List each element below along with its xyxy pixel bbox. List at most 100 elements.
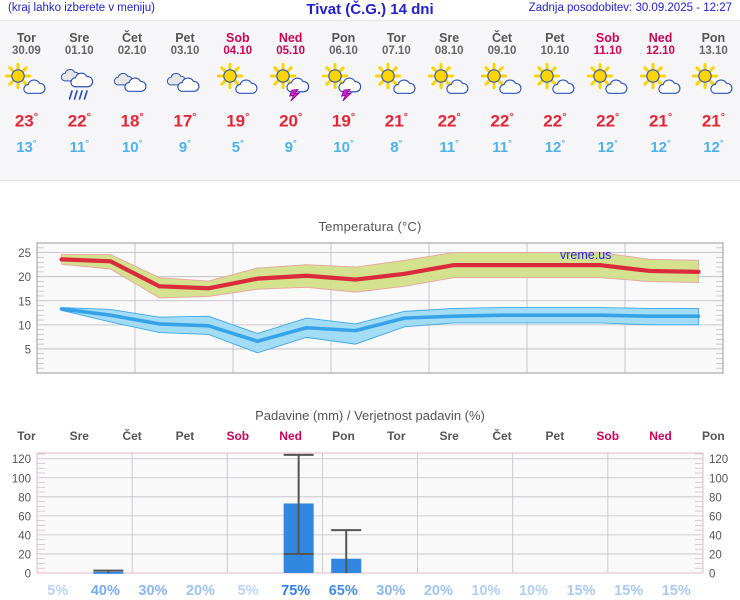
min-temperature-value: 11° bbox=[492, 133, 512, 158]
day-of-week-label: Tor bbox=[386, 31, 406, 45]
degree-symbol: ° bbox=[138, 137, 143, 148]
day-of-week-label: Pet bbox=[545, 31, 565, 45]
precipitation-probability-label: 20% bbox=[186, 583, 215, 599]
forecast-day-column[interactable]: Pon 13.10 21° 12° bbox=[687, 21, 740, 180]
degree-symbol: ° bbox=[86, 111, 91, 123]
cloud-rain-icon bbox=[56, 62, 102, 102]
min-temperature-value: 12° bbox=[650, 133, 670, 158]
max-temperature-value: 23° bbox=[15, 106, 38, 133]
day-of-week-label: Sob bbox=[225, 31, 250, 45]
temperature-y-axis-tick: 5 bbox=[25, 344, 31, 356]
max-temperature-value: 22° bbox=[438, 106, 461, 133]
precipitation-probability-label: 5% bbox=[47, 583, 68, 599]
precipitation-error-bar bbox=[331, 529, 362, 573]
degree-symbol: ° bbox=[349, 137, 354, 148]
max-temperature-number: 21 bbox=[648, 111, 668, 131]
precipitation-y-axis-tick: 0 bbox=[25, 569, 31, 581]
precipitation-y-axis-tick: 80 bbox=[709, 492, 722, 504]
forecast-day-column[interactable]: Sre 01.10 22° 11° bbox=[53, 21, 106, 180]
temperature-plot: 5 10 15 20 25 vreme.us bbox=[18, 242, 724, 374]
precipitation-day-label: Tor bbox=[17, 429, 36, 443]
forecast-day-column[interactable]: Ned 12.10 21° 12° bbox=[634, 21, 687, 180]
degree-symbol: ° bbox=[455, 137, 459, 148]
day-date-label: 11.10 bbox=[593, 45, 622, 57]
sun-cloud-icon bbox=[585, 62, 631, 102]
min-temperature-number: 12 bbox=[703, 138, 720, 156]
precipitation-day-label: Pon bbox=[332, 429, 355, 443]
precipitation-probability-label: 15% bbox=[567, 583, 596, 599]
precipitation-day-label: Čet bbox=[122, 429, 142, 443]
forecast-day-column[interactable]: Tor 07.10 21° 8° bbox=[370, 21, 423, 180]
temperature-chart-title: Temperatura (°C) bbox=[0, 181, 740, 234]
forecast-day-column[interactable]: Pon 06.10 19° 10° bbox=[317, 21, 370, 180]
precipitation-chart-section: Padavine (mm) / Verjetnost padavin (%) T… bbox=[0, 403, 740, 600]
day-date-label: 03.10 bbox=[170, 45, 200, 57]
min-temperature-value: 10° bbox=[333, 133, 353, 158]
max-temperature-value: 22° bbox=[490, 106, 513, 133]
forecast-day-column[interactable]: Čet 02.10 18° 10° bbox=[106, 21, 159, 180]
max-temperature-value: 19° bbox=[332, 106, 355, 133]
day-of-week-label: Sre bbox=[69, 31, 90, 45]
precipitation-y-axis-tick: 120 bbox=[12, 454, 31, 466]
precipitation-chart-title: Padavine (mm) / Verjetnost padavin (%) bbox=[0, 403, 740, 423]
max-temperature-value: 21° bbox=[702, 106, 725, 133]
degree-symbol: ° bbox=[456, 111, 461, 123]
degree-symbol: ° bbox=[32, 137, 37, 148]
degree-symbol: ° bbox=[667, 137, 671, 148]
min-temperature-value: 12° bbox=[545, 133, 565, 158]
uncertainty-band bbox=[61, 307, 699, 354]
degree-symbol: ° bbox=[240, 137, 244, 148]
min-temperature-number: 11 bbox=[439, 138, 456, 156]
degree-symbol: ° bbox=[33, 111, 38, 123]
sun-cloud-storm-icon bbox=[320, 62, 366, 102]
day-date-label: 13.10 bbox=[699, 45, 728, 57]
forecast-day-column[interactable]: Tor 30.09 23° 13° bbox=[0, 21, 53, 180]
precipitation-y-axis-tick: 60 bbox=[709, 511, 722, 523]
day-date-label: 07.10 bbox=[381, 45, 411, 57]
precipitation-day-label: Tor bbox=[387, 429, 406, 443]
min-temperature-value: 10° bbox=[122, 133, 142, 158]
max-temperature-value: 22° bbox=[543, 106, 566, 133]
min-temperature-value: 8° bbox=[390, 133, 402, 158]
day-date-label: 09.10 bbox=[487, 45, 517, 57]
forecast-day-column[interactable]: Sre 08.10 22° 11° bbox=[423, 21, 476, 180]
day-of-week-label: Pet bbox=[175, 31, 195, 45]
precipitation-probability-label: 75% bbox=[281, 583, 310, 599]
min-temperature-value: 13° bbox=[16, 133, 36, 158]
min-temperature-number: 5 bbox=[231, 138, 241, 156]
precipitation-probability-label: 30% bbox=[376, 583, 405, 599]
precipitation-day-label: Čet bbox=[492, 429, 512, 443]
precipitation-y-axis-tick: 40 bbox=[18, 530, 31, 542]
max-temperature-value: 22° bbox=[68, 106, 91, 133]
sun-cloud-icon bbox=[479, 62, 525, 102]
min-temperature-value: 12° bbox=[598, 133, 618, 158]
day-date-label: 10.10 bbox=[540, 45, 570, 57]
precipitation-y-axis-tick: 100 bbox=[12, 473, 31, 485]
day-of-week-label: Ned bbox=[648, 31, 673, 45]
min-temperature-number: 8 bbox=[390, 138, 399, 156]
precipitation-probability-label: 20% bbox=[424, 583, 453, 599]
precipitation-day-labels: Tor Sre Čet Pet Sob Ned Pon Tor Sre Čet Pet Sob Ned P… bbox=[0, 429, 740, 445]
precipitation-y-axis-tick: 20 bbox=[18, 549, 31, 561]
day-of-week-label: Sre bbox=[439, 31, 460, 45]
day-of-week-label: Sob bbox=[595, 31, 620, 45]
day-date-label: 01.10 bbox=[64, 45, 94, 57]
day-of-week-label: Pon bbox=[331, 31, 356, 45]
precipitation-y-axis-tick: 120 bbox=[709, 454, 728, 466]
forecast-day-column[interactable]: Sob 11.10 22° 12° bbox=[581, 21, 634, 180]
sun-cloud-icon bbox=[3, 62, 49, 102]
day-of-week-label: Čet bbox=[122, 31, 143, 45]
precipitation-y-axis-tick: 80 bbox=[18, 492, 31, 504]
degree-symbol: ° bbox=[615, 111, 620, 123]
max-temperature-number: 22 bbox=[437, 111, 457, 131]
temperature-y-axis-tick: 15 bbox=[18, 296, 31, 308]
forecast-day-column[interactable]: Sob 04.10 19° 5° bbox=[211, 21, 264, 180]
forecast-day-column[interactable]: Pet 03.10 17° 9° bbox=[159, 21, 212, 180]
min-temperature-number: 9 bbox=[178, 138, 188, 156]
precipitation-y-axis-tick: 60 bbox=[18, 511, 31, 523]
forecast-day-column[interactable]: Ned 05.10 20° 9° bbox=[264, 21, 317, 180]
forecast-day-column[interactable]: Čet 09.10 22° 11° bbox=[476, 21, 529, 180]
forecast-day-column[interactable]: Pet 10.10 22° 12° bbox=[528, 21, 581, 180]
sun-cloud-icon bbox=[638, 62, 684, 102]
